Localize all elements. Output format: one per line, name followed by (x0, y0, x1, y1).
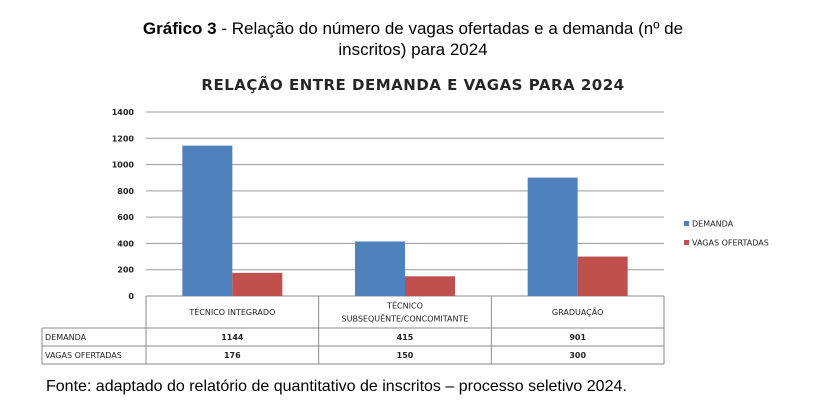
table-value: 150 (397, 351, 414, 360)
bar-vagas-ofertadas (405, 276, 455, 296)
y-tick-label: 1000 (112, 161, 135, 170)
caption-line-1: Gráfico 3 - Relação do número de vagas o… (0, 18, 826, 39)
legend-label: DEMANDA (692, 220, 734, 229)
category-label: TÉCNICO (386, 300, 423, 311)
table-value: 176 (224, 351, 241, 360)
table-value: 300 (569, 351, 586, 360)
caption-line-2: inscritos) para 2024 (338, 40, 488, 59)
category-label: TÉCNICO INTEGRADO (188, 306, 275, 317)
category-label: GRADUAÇÃO (552, 307, 603, 317)
category-label: SUBSEQUÊNTE/CONCOMITANTE (342, 313, 469, 324)
bar-vagas-ofertadas (232, 272, 283, 296)
table-row-label: DEMANDA (45, 333, 87, 342)
y-tick-label: 1400 (112, 108, 135, 117)
caption-text: - Relação do número de vagas ofertadas e… (216, 19, 684, 38)
legend-label: VAGAS OFERTADAS (692, 239, 769, 248)
source-note: Fonte: adaptado do relatório de quantita… (46, 378, 627, 395)
bar-demanda (182, 145, 233, 296)
legend-swatch (684, 240, 689, 245)
legend-swatch (684, 221, 689, 226)
table-value: 1144 (221, 333, 244, 342)
y-tick-label: 200 (117, 266, 134, 275)
chart-title: RELAÇÃO ENTRE DEMANDA E VAGAS PARA 2024 (201, 76, 625, 94)
y-tick-label: 1200 (112, 134, 135, 143)
y-tick-label: 400 (117, 239, 134, 248)
y-tick-label: 0 (128, 292, 134, 301)
table-value: 415 (397, 333, 414, 342)
table-value: 901 (569, 333, 586, 342)
figure-caption: Gráfico 3 - Relação do número de vagas o… (0, 18, 826, 60)
bar-vagas-ofertadas (577, 256, 628, 296)
y-tick-label: 600 (117, 213, 134, 222)
caption-label: Gráfico 3 (142, 19, 217, 38)
bar-demanda (355, 241, 405, 296)
bar-demanda (527, 177, 578, 296)
table-row-label: VAGAS OFERTADAS (45, 351, 122, 360)
y-tick-label: 800 (117, 187, 134, 196)
